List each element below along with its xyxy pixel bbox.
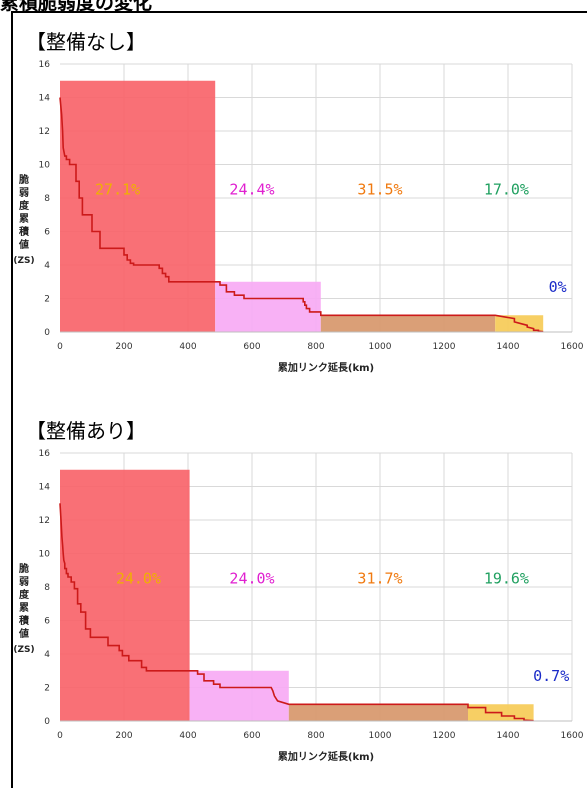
x-axis-label: 累加リンク延長(km) [278, 361, 374, 374]
y-axis-label-char: 値 [18, 627, 29, 640]
x-tick-label: 1600 [561, 731, 584, 741]
band-percent-label-3: 31.5% [357, 181, 402, 199]
y-axis-label-char: 積 [18, 225, 30, 238]
y-tick-label: 14 [39, 483, 51, 493]
x-tick-label: 1400 [497, 731, 520, 741]
band-percent-label-2: 24.0% [229, 570, 274, 588]
x-tick-label: 1200 [433, 342, 456, 352]
y-axis-label-char: (ZS) [13, 645, 34, 655]
y-tick-label: 0 [44, 328, 50, 338]
x-tick-label: 600 [243, 342, 260, 352]
band-percent-label-1: 24.0% [116, 570, 161, 588]
band-percent-label-4: 19.6% [484, 570, 529, 588]
x-tick-label: 800 [307, 342, 324, 352]
chart-with-maintenance: 0 200 400 600 800 1000 1200 1400 1600 0 2 4 6 8 10 12 14… [13, 449, 584, 763]
y-axis-label-char: 弱 [19, 576, 29, 588]
figure-frame [11, 11, 587, 788]
y-axis-label-char: 弱 [19, 187, 29, 199]
y-axis-label-char: 累 [19, 213, 29, 225]
x-tick-label: 200 [115, 731, 132, 741]
band-percent-label-1: 27.1% [95, 181, 140, 199]
y-tick-label: 12 [39, 516, 50, 526]
y-tick-label: 14 [39, 94, 51, 104]
y-tick-label: 8 [44, 583, 50, 593]
band-bar-2 [215, 281, 321, 332]
cumulative-line [59, 97, 544, 333]
y-tick-label: 6 [44, 617, 50, 627]
x-tick-label: 1200 [433, 731, 456, 741]
x-tick-label: 1400 [497, 342, 520, 352]
x-tick-label: 0 [57, 731, 63, 741]
y-tick-label: 4 [44, 650, 50, 660]
band-bar-1 [60, 80, 216, 332]
chart-title-without-maintenance: 【整備なし】 [26, 30, 146, 54]
y-tick-label: 16 [39, 449, 51, 459]
cumulative-line [59, 503, 534, 722]
x-tick-label: 400 [179, 342, 196, 352]
y-tick-label: 2 [44, 295, 50, 305]
band-percent-label-5: 0% [549, 278, 567, 296]
y-axis-label-char: 脆 [18, 173, 29, 186]
x-axis-label: 累加リンク延長(km) [278, 750, 374, 763]
page-title: 累積脆弱度の変化 [0, 0, 153, 14]
band-percent-label-5: 0.7% [533, 667, 569, 685]
y-tick-label: 12 [39, 127, 50, 137]
band-bar-3 [288, 704, 468, 721]
x-tick-label: 1600 [561, 342, 584, 352]
x-tick-label: 200 [115, 342, 132, 352]
y-tick-label: 0 [44, 717, 50, 727]
x-tick-label: 0 [57, 342, 63, 352]
y-axis-label-char: (ZS) [13, 256, 34, 266]
band-percent-label-4: 17.0% [484, 181, 529, 199]
y-tick-label: 2 [44, 684, 50, 694]
chart-without-maintenance: 0 200 400 600 800 1000 1200 1400 1600 0 2 4 6 8 10 12 14… [13, 60, 584, 374]
y-tick-label: 6 [44, 228, 50, 238]
y-axis-label-char: 累 [19, 602, 29, 614]
band-bar-2 [189, 670, 289, 721]
band-bar-1 [60, 469, 190, 721]
y-tick-label: 4 [44, 261, 50, 271]
y-tick-label: 10 [39, 161, 51, 171]
x-tick-label: 400 [179, 731, 196, 741]
y-tick-label: 16 [39, 60, 51, 70]
y-tick-label: 8 [44, 194, 50, 204]
band-percent-label-3: 31.7% [357, 570, 402, 588]
y-axis-label-char: 脆 [18, 562, 29, 575]
x-tick-label: 800 [307, 731, 324, 741]
x-tick-label: 1000 [369, 731, 392, 741]
band-percent-label-2: 24.4% [229, 181, 274, 199]
x-tick-label: 600 [243, 731, 260, 741]
y-axis-label-char: 積 [18, 614, 30, 627]
y-axis-label-char: 度 [19, 588, 30, 601]
y-axis-label-char: 度 [19, 199, 30, 212]
chart-title-with-maintenance: 【整備あり】 [26, 419, 146, 443]
x-tick-label: 1000 [369, 342, 392, 352]
y-tick-label: 10 [39, 550, 51, 560]
y-axis-label-char: 値 [18, 238, 29, 251]
band-bar-3 [320, 315, 496, 332]
